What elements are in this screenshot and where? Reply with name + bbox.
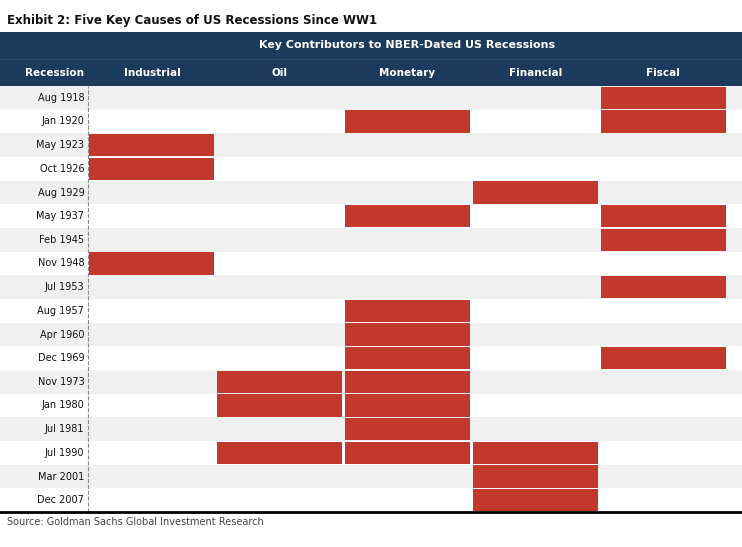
Bar: [90, 158, 214, 180]
Bar: [0, 86, 742, 109]
Bar: [345, 347, 470, 369]
Text: Nov 1948: Nov 1948: [38, 259, 85, 269]
Bar: [345, 300, 470, 322]
Bar: [90, 134, 214, 156]
Bar: [601, 110, 726, 133]
Bar: [0, 228, 742, 252]
Bar: [217, 370, 342, 393]
Bar: [473, 181, 598, 204]
Bar: [90, 252, 214, 275]
Text: Feb 1945: Feb 1945: [39, 235, 85, 245]
Bar: [473, 441, 598, 464]
Bar: [345, 370, 470, 393]
Text: Source: Goldman Sachs Global Investment Research: Source: Goldman Sachs Global Investment …: [7, 517, 264, 527]
Bar: [601, 276, 726, 299]
Bar: [0, 394, 742, 417]
Bar: [473, 489, 598, 511]
Text: Jan 1980: Jan 1980: [42, 400, 85, 410]
Bar: [345, 323, 470, 346]
Bar: [0, 157, 742, 181]
Text: May 1937: May 1937: [36, 211, 85, 221]
Bar: [473, 465, 598, 488]
Bar: [601, 347, 726, 369]
Bar: [0, 417, 742, 441]
Text: Aug 1957: Aug 1957: [37, 306, 85, 316]
Bar: [0, 441, 742, 464]
Text: Key Contributors to NBER-Dated US Recessions: Key Contributors to NBER-Dated US Recess…: [260, 40, 556, 50]
Text: Jan 1920: Jan 1920: [42, 117, 85, 126]
Bar: [345, 394, 470, 417]
Bar: [345, 205, 470, 228]
Text: Industrial: Industrial: [123, 67, 180, 78]
Bar: [0, 252, 742, 275]
Text: Exhibit 2: Five Key Causes of US Recessions Since WW1: Exhibit 2: Five Key Causes of US Recessi…: [7, 14, 378, 27]
Text: Mar 2001: Mar 2001: [38, 472, 85, 481]
Text: Jul 1990: Jul 1990: [45, 448, 85, 458]
Bar: [0, 299, 742, 323]
Bar: [0, 109, 742, 133]
Bar: [345, 418, 470, 440]
Bar: [0, 370, 742, 394]
Text: Dec 1969: Dec 1969: [38, 353, 85, 363]
Bar: [217, 394, 342, 417]
Bar: [0, 346, 742, 370]
Bar: [0, 275, 742, 299]
Bar: [345, 441, 470, 464]
Text: Jul 1981: Jul 1981: [45, 424, 85, 434]
Bar: [0, 181, 742, 205]
Text: Fiscal: Fiscal: [646, 67, 680, 78]
Bar: [345, 110, 470, 133]
Text: Recession: Recession: [25, 67, 85, 78]
Text: May 1923: May 1923: [36, 140, 85, 150]
Text: Oil: Oil: [272, 67, 288, 78]
Text: Aug 1918: Aug 1918: [38, 93, 85, 103]
Text: Oct 1926: Oct 1926: [39, 164, 85, 174]
Text: Monetary: Monetary: [379, 67, 436, 78]
Bar: [0, 205, 742, 228]
Text: Apr 1960: Apr 1960: [40, 329, 85, 340]
Bar: [217, 441, 342, 464]
Bar: [0, 32, 742, 86]
Bar: [0, 488, 742, 512]
Text: Nov 1973: Nov 1973: [38, 377, 85, 387]
Text: Financial: Financial: [509, 67, 562, 78]
Bar: [0, 133, 742, 157]
Bar: [601, 205, 726, 228]
Text: Aug 1929: Aug 1929: [38, 188, 85, 197]
Bar: [0, 464, 742, 488]
Bar: [0, 323, 742, 346]
Bar: [601, 229, 726, 251]
Text: Dec 2007: Dec 2007: [37, 495, 85, 505]
Text: Jul 1953: Jul 1953: [45, 282, 85, 292]
Bar: [601, 86, 726, 109]
